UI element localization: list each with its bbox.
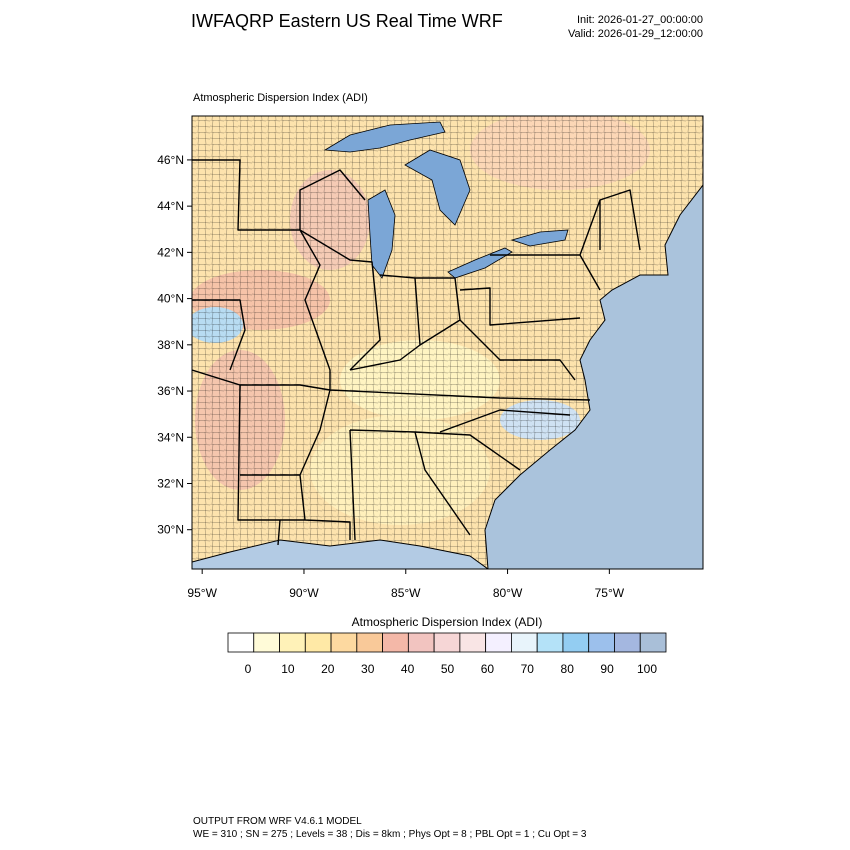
map (192, 116, 703, 569)
lat-label: 42°N (157, 245, 184, 259)
colorbar-swatch (407, 632, 435, 653)
lon-label: 95°W (187, 586, 217, 600)
colorbar-swatch (433, 632, 461, 653)
title: IWFAQRP Eastern US Real Time WRF (191, 11, 503, 31)
colorbar-swatch (253, 632, 280, 653)
colorbar-label: 60 (481, 662, 495, 676)
colorbar-label: 0 (245, 662, 252, 676)
map-frame (191, 115, 704, 570)
map-title: Atmospheric Dispersion Index (ADI) (193, 92, 368, 104)
lon-label: 90°W (289, 586, 319, 600)
colorbar-swatch (511, 632, 538, 653)
colorbar-label: 90 (600, 662, 614, 676)
init-time: Init: 2026-01-27_00:00:00 (577, 14, 703, 26)
colorbar-label: 40 (401, 662, 415, 676)
colorbar-title: Atmospheric Dispersion Index (ADI) (352, 615, 543, 629)
lat-label: 32°N (157, 476, 184, 490)
colorbar-swatch (562, 632, 590, 653)
colorbar-swatch (356, 632, 383, 653)
lat-label: 30°N (157, 523, 184, 537)
colorbar-swatch (279, 632, 306, 653)
footer-line: WE = 310 ; SN = 275 ; Levels = 38 ; Dis … (193, 829, 587, 840)
colorbar-swatch (382, 632, 409, 653)
colorbar-swatch (304, 632, 332, 653)
lon-label: 80°W (493, 586, 523, 600)
colorbar-label: 70 (521, 662, 535, 676)
colorbar-label: 100 (637, 662, 657, 676)
footer-line: OUTPUT FROM WRF V4.6.1 MODEL (193, 816, 362, 827)
lat-label: 34°N (157, 430, 184, 444)
colorbar-label: 10 (281, 662, 295, 676)
colorbar-swatch (536, 632, 564, 653)
colorbar-label: 20 (321, 662, 335, 676)
lat-label: 44°N (157, 199, 184, 213)
lon-label: 75°W (595, 586, 625, 600)
colorbar-swatch (485, 632, 512, 653)
lon-label: 85°W (391, 586, 421, 600)
colorbar-swatch (639, 632, 667, 653)
lat-label: 46°N (157, 153, 184, 167)
lat-label: 38°N (157, 338, 184, 352)
colorbar-label: 80 (561, 662, 575, 676)
valid-time: Valid: 2026-01-29_12:00:00 (568, 28, 703, 40)
colorbar-label: 50 (441, 662, 455, 676)
colorbar-swatch (227, 632, 255, 653)
lat-label: 40°N (157, 292, 184, 306)
colorbar-swatch (588, 632, 615, 653)
colorbar-swatch (330, 632, 358, 653)
lat-label: 36°N (157, 384, 184, 398)
colorbar-swatch (459, 632, 487, 653)
colorbar-swatch (614, 632, 641, 653)
colorbar-label: 30 (361, 662, 375, 676)
